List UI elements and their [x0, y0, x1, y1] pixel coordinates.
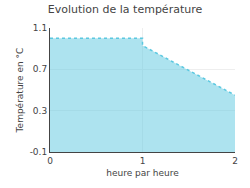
svg-text:0.7: 0.7 — [33, 64, 47, 74]
svg-text:0.3: 0.3 — [33, 106, 47, 116]
svg-text:1.1: 1.1 — [33, 23, 47, 33]
svg-text:1: 1 — [140, 156, 146, 166]
svg-text:Evolution de la température: Evolution de la température — [48, 3, 203, 16]
svg-text:0: 0 — [47, 156, 53, 166]
svg-text:Température en °C: Température en °C — [15, 48, 25, 134]
svg-text:-0.1: -0.1 — [30, 147, 48, 157]
svg-text:2: 2 — [232, 156, 238, 166]
svg-text:heure par heure: heure par heure — [106, 168, 179, 178]
